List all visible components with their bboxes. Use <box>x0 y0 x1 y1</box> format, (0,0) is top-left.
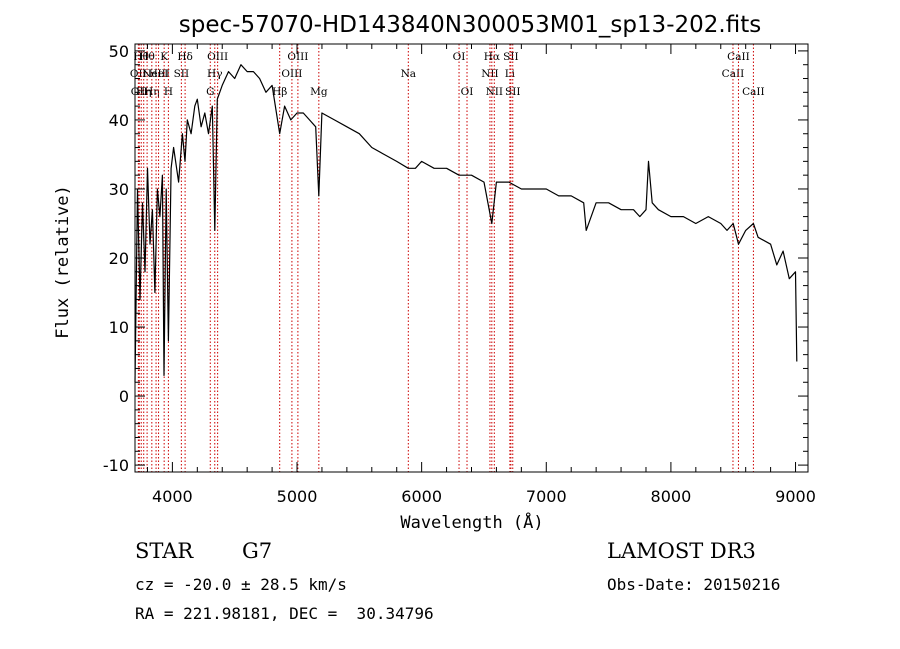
x-axis-label: Wavelength (Å) <box>400 511 543 533</box>
line-label: OII <box>130 68 147 80</box>
x-tick-label: 4000 <box>152 487 193 506</box>
line-label: Hα <box>484 51 500 63</box>
line-label: Hθ <box>133 51 148 63</box>
spectral-line-markers: OIIOIIHθHηHθHηNeIIIHeIKHSIIHδGHγOIIIHβOI… <box>130 44 765 472</box>
x-tick-label: 9000 <box>775 487 816 506</box>
line-label: NeIII <box>142 68 170 80</box>
object-subclass: G7 <box>242 539 273 563</box>
line-label: Li <box>505 68 516 80</box>
y-tick-label: 50 <box>109 42 129 61</box>
line-label: OIII <box>207 51 228 63</box>
spectrum-series <box>134 64 798 383</box>
line-label: H <box>164 86 173 98</box>
line-label: Na <box>401 68 416 80</box>
redshift-readout: cz = -20.0 ± 28.5 km/s <box>135 575 347 594</box>
x-tick-label: 6000 <box>401 487 442 506</box>
y-tick-label: 0 <box>119 387 129 406</box>
line-label: SII <box>174 68 190 80</box>
line-label: Mg <box>310 86 328 98</box>
line-label: Hδ <box>177 51 192 63</box>
y-tick-label: 10 <box>109 318 129 337</box>
line-label: K <box>160 51 168 63</box>
y-tick-label: 40 <box>109 111 129 130</box>
line-label: SII <box>505 86 521 98</box>
line-label: Hη <box>144 86 159 98</box>
line-label: Hγ <box>207 68 222 80</box>
y-axis-label: Flux (relative) <box>53 185 73 339</box>
observation-date: Obs-Date: 20150216 <box>607 575 781 594</box>
object-class: STAR <box>135 539 194 563</box>
line-label: HeI <box>149 68 169 80</box>
y-tick-label: -10 <box>103 456 129 475</box>
line-label: Hη <box>136 86 151 98</box>
x-tick-label: 8000 <box>651 487 692 506</box>
line-label: NII <box>481 68 498 80</box>
x-tick-label: 5000 <box>277 487 318 506</box>
survey-name: LAMOST DR3 <box>607 539 756 563</box>
series-line <box>134 64 798 383</box>
line-label: CaII <box>742 86 765 98</box>
x-tick-label: 7000 <box>526 487 567 506</box>
line-label: OIII <box>287 51 308 63</box>
line-label: NII <box>486 86 503 98</box>
axes: 4000 5000 6000 7000 8000 9000 -10 0 10 20 30 40 50 <box>103 42 816 506</box>
y-tick-label: 20 <box>109 249 129 268</box>
line-label: OI <box>461 86 474 98</box>
y-tick-label: 30 <box>109 180 129 199</box>
line-label: SII <box>503 51 519 63</box>
line-label: OI <box>453 51 466 63</box>
chart-title: spec-57070-HD143840N300053M01_sp13-202.f… <box>179 12 761 38</box>
line-label: CaII <box>722 68 745 80</box>
coordinates-readout: RA = 221.98181, DEC = 30.34796 <box>135 604 434 623</box>
plot-frame <box>134 43 809 473</box>
line-label: G <box>206 86 214 98</box>
line-label: Hθ <box>139 51 154 63</box>
line-label: Hβ <box>272 86 287 98</box>
line-label: OIII <box>281 68 302 80</box>
line-label: CaII <box>727 51 750 63</box>
